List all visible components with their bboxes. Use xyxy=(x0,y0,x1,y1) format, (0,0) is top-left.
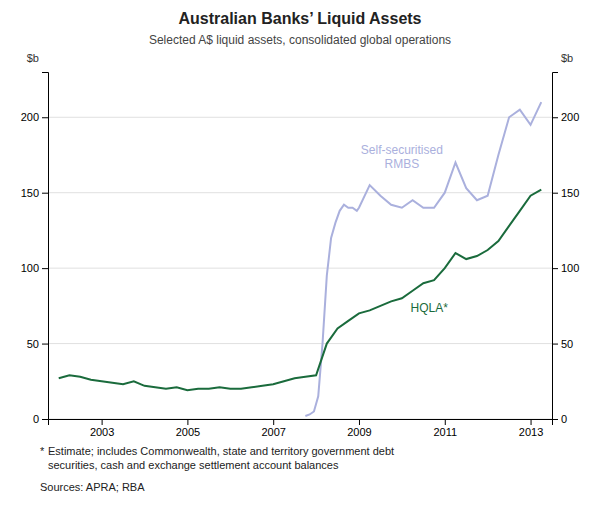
axis-line xyxy=(553,73,559,420)
tick-label: 100 xyxy=(21,262,39,274)
footnote-line: securities, cash and exchange settlement… xyxy=(48,459,339,471)
y2-axis-label: $b xyxy=(561,52,573,64)
grid-line xyxy=(48,268,552,269)
tick-mark xyxy=(552,268,558,269)
tick-label: 50 xyxy=(561,338,573,350)
axis-line xyxy=(42,73,49,420)
tick-label: 2003 xyxy=(90,426,114,438)
tick-mark xyxy=(42,117,48,118)
tick-mark xyxy=(102,419,103,425)
tick: 2003 xyxy=(90,419,114,438)
tick-mark xyxy=(552,117,558,118)
series-label: HQLA* xyxy=(411,301,449,315)
tick: 50 xyxy=(552,338,573,350)
grid-line xyxy=(48,117,552,118)
tick: 50 xyxy=(27,338,48,350)
tick-label: 2013 xyxy=(519,426,543,438)
grid-line xyxy=(48,343,552,344)
tick-mark xyxy=(531,419,532,425)
series-label-line: HQLA* xyxy=(411,301,449,315)
tick-mark xyxy=(273,419,274,425)
tick: 2011 xyxy=(433,419,457,438)
series-label: Self-securitisedRMBS xyxy=(361,143,443,171)
tick: 200 xyxy=(21,111,48,123)
axis-line xyxy=(49,420,553,426)
tick-mark xyxy=(552,419,558,420)
series-label-line: Self-securitised xyxy=(361,143,443,157)
tick-label: 150 xyxy=(21,187,39,199)
tick-mark xyxy=(42,344,48,345)
tick-label: 150 xyxy=(561,187,579,199)
grid-line xyxy=(48,192,552,193)
tick: 100 xyxy=(21,262,48,274)
footnote-line: Estimate; includes Commonwealth, state a… xyxy=(48,445,394,457)
tick: 2013 xyxy=(519,419,543,438)
source: Sources: APRA; RBA xyxy=(40,481,145,493)
y-axis: 0 50 100 150 200 xyxy=(21,73,49,426)
tick-label: 2005 xyxy=(176,426,200,438)
subtitle: Selected A$ liquid assets, consolidated … xyxy=(149,33,451,47)
series-line xyxy=(305,102,541,416)
tick-label: 100 xyxy=(561,262,579,274)
plot-area xyxy=(59,102,542,416)
tick-mark xyxy=(42,419,48,420)
tick: 150 xyxy=(552,187,579,199)
tick-mark xyxy=(552,193,558,194)
title: Australian Banks’ Liquid Assets xyxy=(178,10,421,27)
y-axis-label: $b xyxy=(27,52,39,64)
x-axis: 2003 2005 2007 2009 2011 2013 xyxy=(49,419,553,438)
tick-label: 2011 xyxy=(433,426,457,438)
tick: 2007 xyxy=(261,419,285,438)
chart: 2003 2005 2007 2009 2011 2013 0 50 100 150 200 0 50 1… xyxy=(0,0,600,519)
grid xyxy=(48,117,552,419)
tick-label: 200 xyxy=(561,111,579,123)
tick-label: 200 xyxy=(21,111,39,123)
footnote-marker: * xyxy=(40,445,45,457)
tick: 150 xyxy=(21,187,48,199)
tick: 200 xyxy=(552,111,579,123)
tick-mark xyxy=(445,419,446,425)
footnote: Estimate; includes Commonwealth, state a… xyxy=(48,445,394,471)
tick-mark xyxy=(552,344,558,345)
tick-label: 2007 xyxy=(261,426,285,438)
tick-label: 50 xyxy=(27,338,39,350)
series-label-line: RMBS xyxy=(385,157,420,171)
tick-label: 0 xyxy=(33,413,39,425)
tick: 2005 xyxy=(176,419,200,438)
tick: 100 xyxy=(552,262,579,274)
tick: 2009 xyxy=(347,419,371,438)
tick-mark xyxy=(42,193,48,194)
y2-axis: 0 50 100 150 200 xyxy=(552,73,579,426)
series-line xyxy=(59,190,542,391)
tick: 0 xyxy=(552,413,567,425)
tick-mark xyxy=(359,419,360,425)
tick-mark xyxy=(42,268,48,269)
tick-label: 0 xyxy=(561,413,567,425)
tick-mark xyxy=(187,419,188,425)
tick: 0 xyxy=(33,413,48,425)
tick-label: 2009 xyxy=(347,426,371,438)
